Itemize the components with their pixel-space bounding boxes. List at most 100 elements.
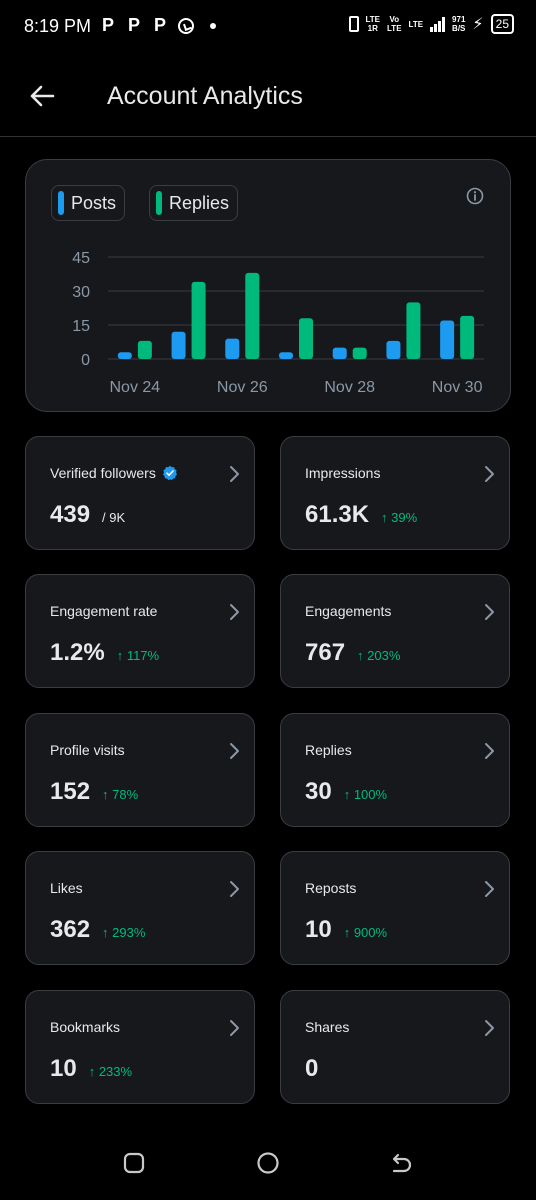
metric-value-row: 10 ↑ 900% (305, 916, 387, 944)
metric-value: 767 (305, 639, 346, 666)
metric-label-text: Profile visits (50, 742, 125, 758)
chevron-right-icon (485, 466, 494, 482)
bar-posts-nov-25 (171, 331, 186, 359)
metric-card-replies[interactable]: Replies 30 ↑ 100% (280, 713, 510, 827)
metric-card-engagements[interactable]: Engagements 767 ↑ 203% (280, 574, 510, 688)
page-title: Account Analytics (107, 82, 303, 110)
bar-replies-nov-28 (352, 347, 367, 359)
metric-value: 1.2% (50, 639, 105, 666)
metric-label: Engagements (305, 603, 391, 619)
metric-value: 439 (50, 501, 91, 528)
y-tick-label: 45 (72, 250, 90, 267)
activity-chart-card: 0 15 30 45 Nov 24 Nov 26 Nov 28 Nov 30 Posts Re… (25, 159, 511, 412)
metric-change: ↑ 39% (381, 510, 418, 525)
metric-value-row: 439 / 9K (50, 501, 125, 529)
back-nav-icon[interactable] (388, 1150, 414, 1176)
bar-posts-nov-30 (440, 320, 455, 359)
lte-indicator-2: LTE (408, 19, 424, 29)
chevron-right-icon (485, 604, 494, 620)
metric-card-profile-visits[interactable]: Profile visits 152 ↑ 78% (25, 713, 255, 827)
app-header: Account Analytics (0, 58, 536, 137)
metric-label-text: Replies (305, 742, 352, 758)
chevron-right-icon (230, 743, 239, 759)
metric-card-shares[interactable]: Shares 0 (280, 990, 510, 1104)
bar-posts-nov-26 (225, 338, 240, 359)
metric-label: Shares (305, 1019, 349, 1035)
chevron-right-icon (230, 881, 239, 897)
metric-value: 152 (50, 778, 91, 805)
legend-replies[interactable]: Replies (149, 185, 239, 221)
metric-card-bookmarks[interactable]: Bookmarks 10 ↑ 233% (25, 990, 255, 1104)
chevron-right-icon (230, 604, 239, 620)
bar-posts-nov-24 (117, 352, 132, 359)
status-time: 8:19 PM (24, 16, 92, 36)
metric-label: Profile visits (50, 742, 125, 758)
metric-change: ↑ 117% (116, 648, 160, 663)
metric-value: 61.3K (305, 501, 370, 528)
metric-card-likes[interactable]: Likes 362 ↑ 293% (25, 851, 255, 965)
metric-label-text: Verified followers (50, 465, 156, 481)
metric-card-reposts[interactable]: Reposts 10 ↑ 900% (280, 851, 510, 965)
chevron-right-icon (485, 743, 494, 759)
bar-replies-nov-24 (137, 340, 152, 359)
metric-card-engagement-rate[interactable]: Engagement rate 1.2% ↑ 117% (25, 574, 255, 688)
x-tick-label: Nov 26 (217, 379, 268, 396)
metric-value-row: 0 (305, 1055, 318, 1083)
metric-total: / 9K (102, 510, 126, 525)
y-tick-label: 30 (72, 284, 90, 301)
system-icons: LTE 1R Vo LTE LTE 971 B/S ⚡ 25 (348, 14, 514, 34)
app-notification-icon: P (127, 15, 140, 35)
status-bar: 8:19 PM P P P LTE 1R Vo LTE LTE 971 B/S ⚡ 2… (0, 0, 536, 54)
metric-card-verified-followers[interactable]: Verified followers 439 / 9K (25, 436, 255, 550)
metric-value: 30 (305, 778, 332, 805)
volte-indicator: Vo LTE (387, 15, 402, 33)
metric-label: Engagement rate (50, 603, 157, 619)
metric-value: 10 (50, 1055, 77, 1082)
y-tick-label: 0 (81, 352, 90, 369)
metric-label-text: Bookmarks (50, 1019, 121, 1035)
lte-indicator: LTE 1R (365, 15, 381, 33)
metric-label: Replies (305, 742, 352, 758)
bar-posts-nov-27 (279, 352, 293, 359)
bar-replies-nov-29 (406, 302, 421, 359)
metric-label: Reposts (305, 880, 356, 896)
replies-swatch (156, 191, 163, 215)
bar-replies-nov-30 (460, 315, 475, 359)
metric-label: Verified followers (50, 465, 178, 481)
verified-badge-icon (162, 465, 177, 481)
charging-icon: ⚡ (472, 16, 484, 33)
metric-card-impressions[interactable]: Impressions 61.3K ↑ 39% (280, 436, 510, 550)
recents-icon[interactable] (121, 1150, 147, 1176)
posts-swatch (58, 191, 64, 215)
more-notifications-icon (210, 22, 216, 29)
signal-icon (430, 16, 446, 32)
info-icon[interactable] (466, 187, 484, 205)
x-tick-label: Nov 28 (324, 379, 375, 396)
metric-value: 10 (305, 916, 332, 943)
metric-change: ↑ 78% (102, 787, 139, 802)
network-speed: 971 B/S (452, 15, 466, 33)
home-icon[interactable] (255, 1150, 281, 1176)
metric-change: ↑ 203% (357, 648, 401, 663)
vibrate-icon (348, 16, 359, 32)
metric-label-text: Likes (50, 880, 83, 896)
metric-value-row: 61.3K ↑ 39% (305, 501, 417, 529)
metric-value-row: 152 ↑ 78% (50, 778, 138, 806)
app-notification-icon: P (101, 15, 114, 35)
bar-replies-nov-25 (191, 281, 206, 359)
metric-label-text: Reposts (305, 880, 357, 896)
metric-label: Bookmarks (50, 1019, 120, 1035)
chart-legend: Posts Replies (51, 185, 239, 221)
metric-change: ↑ 900% (343, 925, 388, 940)
chevron-right-icon (230, 466, 239, 482)
metric-value-row: 30 ↑ 100% (305, 778, 387, 806)
metric-label-text: Engagement rate (50, 603, 158, 619)
chevron-right-icon (485, 1020, 494, 1036)
metric-change: ↑ 233% (88, 1064, 133, 1079)
metric-change: ↑ 100% (343, 787, 388, 802)
metric-label-text: Impressions (305, 465, 381, 481)
legend-posts[interactable]: Posts (51, 185, 126, 221)
back-arrow-icon[interactable] (28, 82, 56, 110)
metric-value-row: 362 ↑ 293% (50, 916, 145, 944)
bar-replies-nov-26 (245, 272, 260, 359)
